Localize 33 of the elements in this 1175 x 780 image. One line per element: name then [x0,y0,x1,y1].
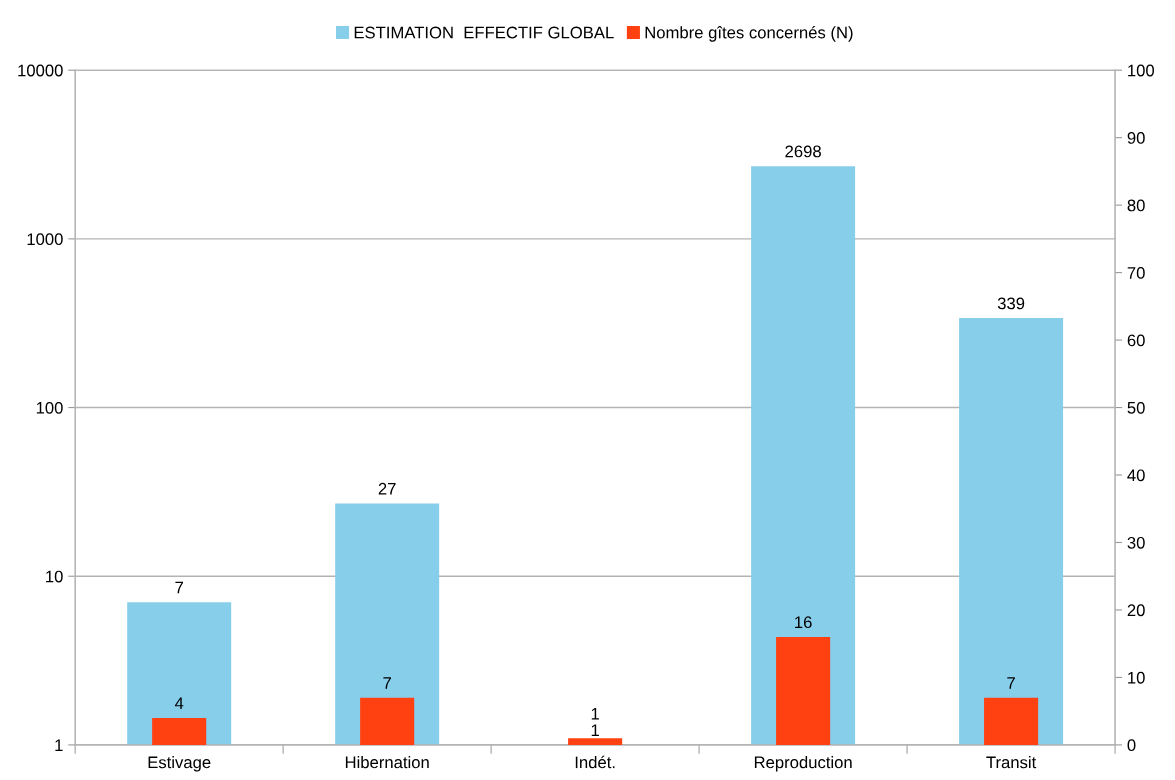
y2-tick-label: 50 [1127,401,1145,414]
data-label: 339 [997,297,1025,310]
data-label: 2698 [785,145,821,158]
x-tick-label: Transit [986,756,1037,769]
legend-label: ESTIMATION EFFECTIF GLOBAL [354,26,614,39]
y2-tick-label: 0 [1127,739,1136,752]
x-tick-label: Indét. [575,755,615,769]
y2-tick-label: 30 [1127,536,1145,549]
y-tick-label: 10000 [18,64,63,77]
y-tick-label: 1000 [27,233,63,246]
y2-tick-label: 10 [1128,671,1145,684]
x-tick-label: Reproduction [754,756,852,772]
y2-tick-label: 80 [1127,199,1145,212]
x-tick-label: Hibernation [345,756,429,769]
y2-tick-label: 90 [1127,132,1145,144]
y2-tick-label: 60 [1127,334,1145,347]
x-tick-label: Estivage [148,756,211,772]
data-label: 1 [591,724,599,736]
y2-tick-label: 40 [1127,469,1145,482]
data-label: 7 [1007,677,1015,689]
legend-label: Nombre gîtes concernés (N) [645,25,853,42]
data-label: 7 [175,581,183,594]
data-label: 1 [591,708,599,720]
data-label: 16 [795,616,812,629]
y2-tick-label: 70 [1127,267,1145,279]
y2-tick-label: 100 [1128,64,1155,77]
data-label: 4 [174,697,184,709]
data-label: 27 [378,482,396,495]
data-label: 7 [383,677,391,689]
y-tick-label: 1 [55,739,63,751]
y-tick-label: 100 [36,401,63,414]
y-tick-label: 10 [46,570,63,583]
y2-tick-label: 20 [1127,604,1145,617]
